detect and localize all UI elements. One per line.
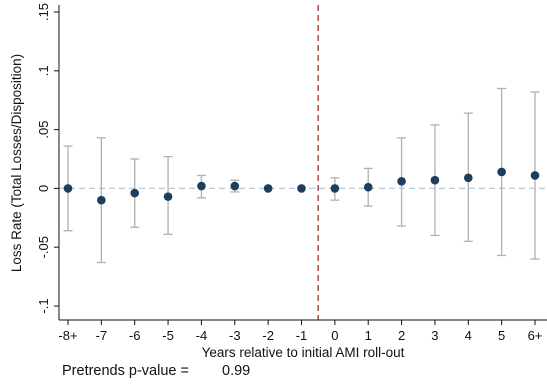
x-tick-label: -3 [229, 328, 241, 343]
coefficient-point [230, 181, 240, 191]
reference-lines [59, 5, 547, 320]
x-tick-label: 4 [465, 328, 472, 343]
x-tick-label: -1 [296, 328, 308, 343]
x-tick-label: 0 [331, 328, 338, 343]
x-axis-title: Years relative to initial AMI roll-out [202, 345, 405, 360]
coefficient-point [363, 182, 373, 192]
y-tick-label: 0 [36, 185, 51, 192]
x-tick-label: 1 [365, 328, 372, 343]
x-tick-label: -6 [129, 328, 141, 343]
coefficient-point [130, 188, 140, 198]
y-tick-label: .1 [36, 65, 51, 76]
y-tick-label: -.05 [36, 236, 51, 258]
coefficient-point [263, 184, 273, 193]
coefficient-point [397, 177, 406, 186]
x-tick-label: 2 [398, 328, 405, 343]
coefficient-point [430, 175, 440, 185]
pretrends-value: 0.99 [222, 363, 251, 379]
pretrends-footer: Pretrends p-value = 0.99 [62, 363, 250, 379]
coefficient-point [497, 167, 506, 177]
x-tick-label: -8+ [58, 328, 77, 343]
y-tick-label: .15 [36, 3, 51, 21]
y-axis-title: Loss Rate (Total Losses/Disposition) [9, 54, 24, 272]
y-tick-label: -.1 [36, 298, 51, 313]
x-tick-label: -4 [196, 328, 208, 343]
x-tick-label: -5 [162, 328, 174, 343]
axes: -.1 -.05 0 .05 .1 .15 -8+ -7 -6 -5 -4 -3 -2 -1 0 1 2 3 4 5 6… [36, 3, 547, 343]
y-tick-label: .05 [36, 121, 51, 139]
coefficient-point [297, 184, 306, 193]
coefficient-point [63, 184, 73, 193]
x-tick-label: 6+ [528, 328, 543, 343]
coefficient-point [163, 192, 173, 201]
coefficient-point [463, 173, 473, 183]
coefficient-point [97, 195, 106, 205]
coefficient-point [197, 181, 206, 191]
x-tick-label: -2 [262, 328, 274, 343]
x-tick-label: 3 [431, 328, 438, 343]
coefficient-point [530, 171, 540, 180]
coefficient-markers [63, 167, 540, 205]
pretrends-label: Pretrends p-value = [62, 363, 189, 379]
coefficient-point [330, 184, 340, 193]
x-tick-label: -7 [96, 328, 108, 343]
x-tick-label: 5 [498, 328, 505, 343]
